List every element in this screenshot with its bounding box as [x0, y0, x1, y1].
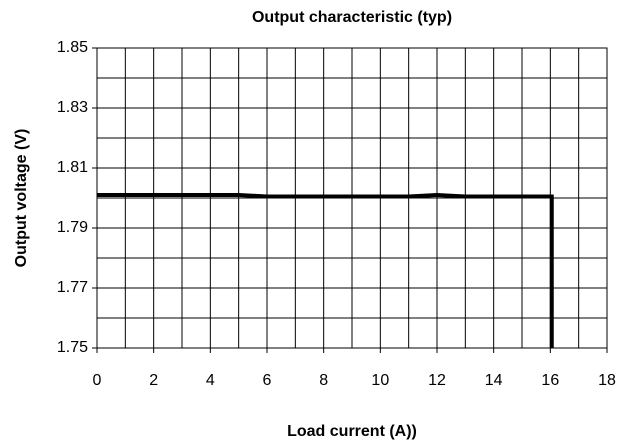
plot-frame — [96, 47, 608, 349]
x-tick-label: 2 — [149, 372, 158, 389]
x-tick-label: 0 — [93, 372, 102, 389]
x-axis-label: Load current (A)) — [287, 423, 417, 440]
y-tick-label: 1.81 — [57, 159, 88, 176]
y-axis-label: Output voltage (V) — [13, 129, 30, 268]
x-tick-label: 8 — [319, 372, 328, 389]
x-tick-label: 18 — [598, 372, 616, 389]
x-tick-label: 4 — [206, 372, 215, 389]
chart-title: Output characteristic (typ) — [252, 9, 452, 26]
data-line — [97, 192, 554, 348]
x-tick-label: 6 — [263, 372, 272, 389]
y-tick-label: 1.77 — [57, 279, 88, 296]
x-tick-label: 12 — [428, 372, 446, 389]
y-tick-label: 1.79 — [57, 219, 88, 236]
x-tick-label: 14 — [485, 372, 503, 389]
y-tick-label: 1.83 — [57, 99, 88, 116]
y-tick-label: 1.85 — [57, 39, 88, 56]
y-tick-label: 1.75 — [57, 339, 88, 356]
x-tick-label: 16 — [541, 372, 559, 389]
x-tick-label: 10 — [371, 372, 389, 389]
